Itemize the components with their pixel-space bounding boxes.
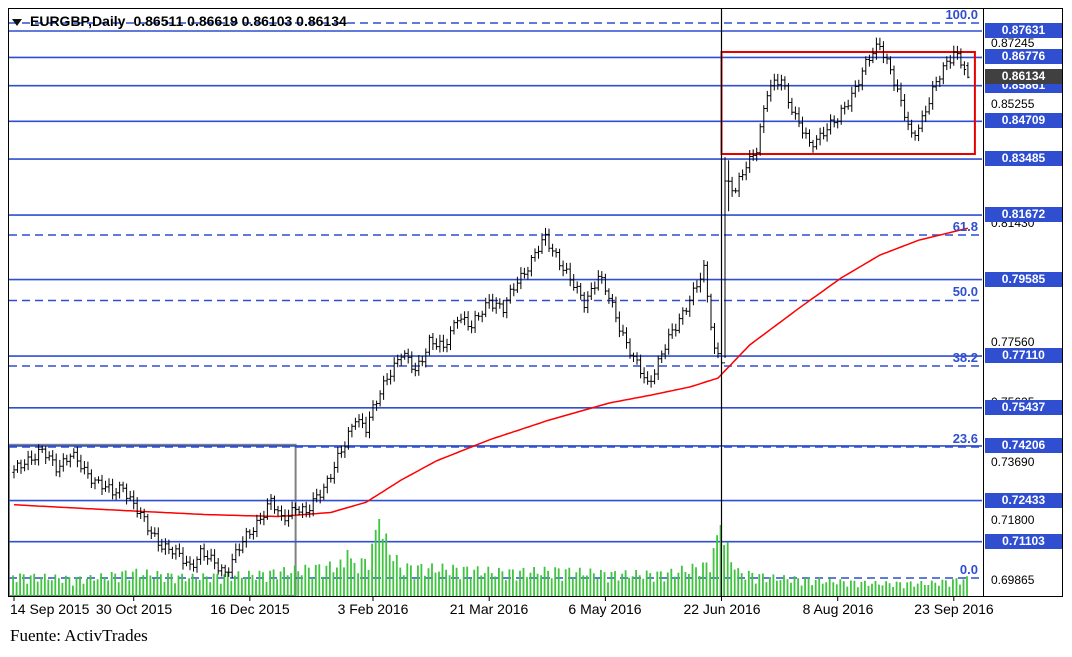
price-scale-tick: 0.73690 [991, 455, 1035, 469]
price-scale-tick: 0.71800 [991, 513, 1035, 527]
price-line-label: 0.77110 [985, 348, 1062, 363]
chart-title: EURGBP,Daily 0.86511 0.86619 0.86103 0.8… [12, 13, 347, 29]
price-line-label: 0.86776 [985, 49, 1062, 64]
price-scale[interactable]: 0.872450.852550.814300.775600.756250.736… [983, 0, 1072, 620]
current-price-label: 0.86134 [985, 69, 1062, 84]
price-line-label: 0.83485 [985, 151, 1062, 166]
symbol-timeframe-label: EURGBP,Daily [30, 13, 126, 29]
chart-border [8, 8, 1063, 597]
price-scale-tick: 0.85255 [991, 97, 1035, 111]
price-line-label: 0.81672 [985, 207, 1062, 222]
price-line-label: 0.84709 [985, 113, 1062, 128]
ohlc-quote-label: 0.86511 0.86619 0.86103 0.86134 [133, 13, 347, 29]
triangle-marker-icon [12, 18, 22, 26]
price-line-label: 0.72433 [985, 493, 1062, 508]
price-line-label: 0.71103 [985, 534, 1062, 549]
price-line-label: 0.79585 [985, 272, 1062, 287]
price-scale-tick: 0.69865 [991, 573, 1035, 587]
price-line-label: 0.74206 [985, 438, 1062, 453]
price-line-label: 0.87631 [985, 23, 1062, 38]
price-line-label: 0.75437 [985, 400, 1062, 415]
volume-bars [12, 519, 968, 596]
source-note: Fuente: ActivTrades [10, 626, 148, 645]
moving-average-line [13, 227, 969, 518]
ohlc-bars [12, 37, 970, 578]
price-scale-tick: 0.87245 [991, 36, 1035, 50]
price-scale-tick: 0.77560 [991, 335, 1035, 349]
gray-range-box[interactable] [8, 443, 297, 597]
